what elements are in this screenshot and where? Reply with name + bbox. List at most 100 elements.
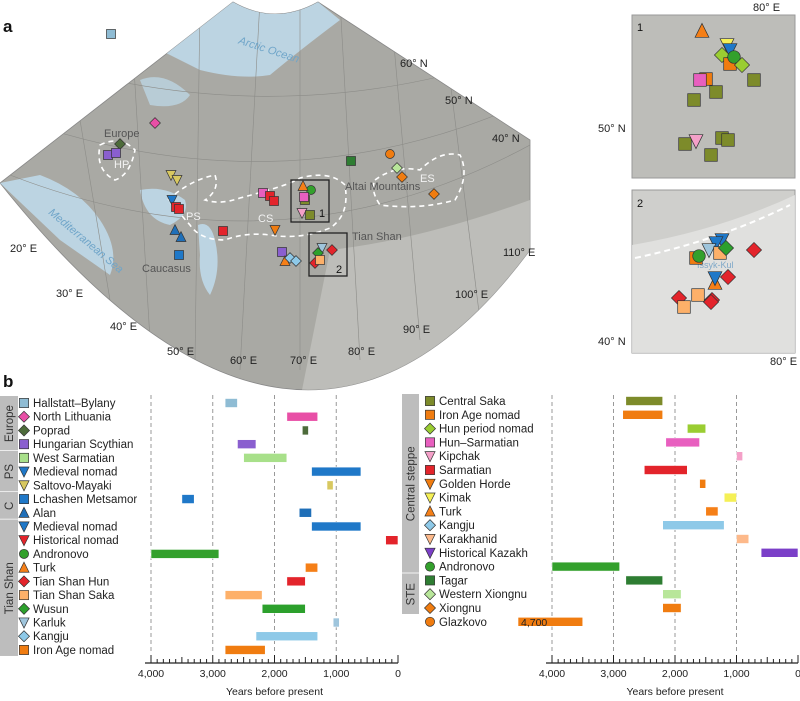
legend-label: Hallstatt–Bylany [33, 398, 116, 410]
site-marker-square-icon [315, 255, 325, 265]
site-marker-square-icon [174, 204, 184, 214]
map-box-2[interactable] [308, 232, 348, 277]
svg-text:100° E: 100° E [455, 289, 488, 301]
legend-label: Glazkovo [439, 617, 487, 629]
inset-marker-square-icon [709, 85, 723, 99]
range-bar [224, 590, 263, 600]
range-bar [662, 603, 682, 613]
range-bar [736, 534, 750, 544]
legend-label: Historical nomad [33, 535, 119, 547]
range-bar [286, 411, 319, 422]
label-es: ES [420, 173, 435, 185]
mediterranean-sea-area [0, 175, 114, 275]
legend-marker-square-icon [425, 409, 435, 420]
map-panel: Arctic Ocean Mediterranean Sea Europe HP… [0, 1, 535, 391]
legend-marker-diamond-icon [17, 602, 31, 615]
panel-label-b: b [3, 372, 13, 391]
site-marker-square-icon [305, 210, 315, 220]
group-label: STE [406, 583, 418, 606]
range-bar [261, 603, 306, 614]
range-bar [311, 466, 362, 477]
legend-label: Kipchak [439, 451, 480, 463]
inset-2-lat: 40° N [598, 336, 626, 348]
legend-label: Alan [33, 508, 56, 520]
legend-label: Tian Shan Saka [33, 590, 115, 602]
legend-label: Central Saka [439, 396, 506, 408]
map-box-1[interactable] [290, 179, 330, 223]
legend-marker-triangle-down-icon [18, 617, 30, 629]
legend-marker-triangle-down-icon [424, 478, 436, 491]
range-bar [305, 562, 319, 573]
timeline-chart-right: Central steppe STE Central Saka Iron Age no… [402, 394, 800, 698]
inset-marker-triangle-down-icon [701, 243, 717, 259]
inset-1-label: 1 [637, 22, 643, 34]
inset-1-lat: 50° N [598, 123, 626, 135]
range-bar [551, 561, 620, 572]
legend-label: Iron Age nomad [439, 410, 520, 422]
range-bar [723, 492, 737, 503]
legend-marker-diamond-icon [423, 601, 437, 615]
group-box [0, 450, 18, 492]
caspian-sea-area [198, 224, 218, 295]
label-tian-shan: Tian Shan [352, 231, 402, 243]
legend-marker-triangle-down-icon [424, 547, 436, 560]
legend-marker-square-icon [19, 398, 29, 408]
legend-label: Xiongnu [439, 603, 481, 615]
inset-marker-diamond-icon [717, 239, 735, 257]
svg-text:50° N: 50° N [445, 95, 473, 107]
x-tick-label: 3,000 [200, 668, 226, 680]
x-tick-label: 0 [795, 668, 800, 680]
inset-2-lon: 80° E [770, 356, 797, 368]
legend-marker-square-icon [19, 494, 29, 504]
legend-label: Golden Horde [439, 479, 511, 491]
inset-marker-square-icon [677, 300, 691, 314]
legend-marker-triangle-up-icon [424, 505, 436, 517]
x-tick-label: 2,000 [261, 668, 287, 680]
inset-marker-diamond-icon [745, 241, 763, 259]
site-marker-square-icon [111, 148, 121, 158]
x-tick-label: 1,000 [723, 668, 749, 680]
x-tick-label: 1,000 [323, 668, 349, 680]
site-marker-diamond-icon [428, 188, 440, 200]
range-bar [760, 547, 799, 558]
inset-marker-square-icon [693, 73, 707, 87]
site-marker-square-icon [174, 250, 184, 260]
svg-text:60° N: 60° N [400, 58, 428, 70]
inset-marker-circle-icon [692, 249, 706, 263]
legend-label: Turk [33, 563, 56, 575]
range-bar [181, 494, 195, 504]
legend-marker-square-icon [19, 590, 29, 601]
legend-marker-triangle-down-icon [18, 480, 30, 492]
legend-marker-square-icon [19, 452, 29, 463]
legend-label: Hun–Sarmatian [439, 437, 519, 449]
legend-marker-triangle-up-icon [18, 561, 30, 573]
svg-text:50° E: 50° E [167, 346, 194, 358]
legend-label: Historical Kazakh [439, 548, 528, 560]
inset-marker-triangle-down-icon [688, 134, 704, 150]
x-tick-label: 0 [395, 668, 401, 680]
label-hp: HP [114, 159, 129, 171]
range-bar [150, 549, 220, 559]
legend-label: Tagar [439, 575, 468, 587]
range-bar [736, 451, 743, 462]
x-tick-label: 4,000 [138, 668, 164, 680]
legend-label: Kimak [439, 493, 471, 505]
inset-marker-square-icon [721, 133, 735, 147]
legend-marker-triangle-up-icon [18, 506, 30, 518]
legend-label: Kangju [439, 520, 475, 532]
group-box [402, 573, 419, 614]
svg-text:20° E: 20° E [10, 243, 37, 255]
site-marker-diamond-icon [326, 244, 338, 256]
label-altai-mountains: Altai Mountains [345, 181, 421, 193]
site-marker-square-icon [277, 247, 287, 257]
range-bar [298, 507, 312, 518]
legend-label: Turk [439, 506, 462, 518]
inset-marker-diamond-icon [719, 268, 737, 286]
panel-label-a: a [3, 17, 13, 36]
legend-marker-diamond-icon [423, 588, 437, 601]
legend-label: Medieval nomad [33, 467, 117, 479]
legend-label: Andronovo [33, 549, 89, 561]
map-site-markers [103, 29, 440, 269]
group-label: Europe [4, 405, 16, 442]
site-marker-triangle-down-icon [171, 175, 183, 187]
